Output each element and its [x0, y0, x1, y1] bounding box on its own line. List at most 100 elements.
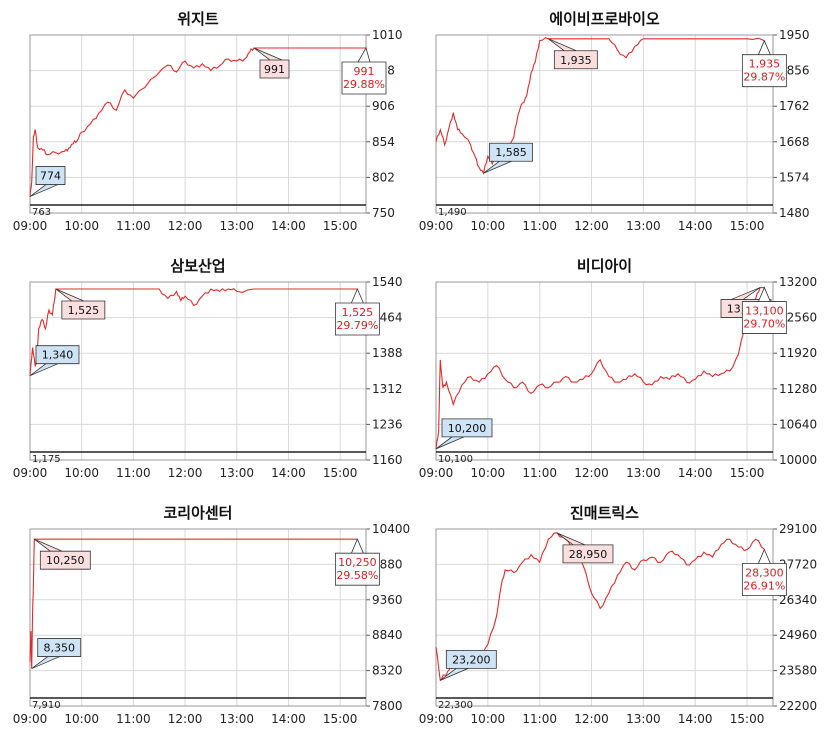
last-price-value: 1,525: [342, 306, 374, 319]
low-callout-box: [440, 649, 497, 681]
x-tick-label: 12:00: [168, 712, 203, 726]
x-tick-label: 14:00: [271, 219, 306, 233]
x-tick-label: 11:00: [116, 712, 151, 726]
plot-frame: [435, 528, 774, 707]
x-tick-label: 13:00: [219, 466, 254, 480]
x-tick-label: 13:00: [219, 712, 254, 726]
x-tick-label: 13:00: [626, 712, 661, 726]
price-line: [29, 288, 358, 376]
y-tick-label: 11280: [779, 382, 817, 396]
low-callout-box: [435, 418, 493, 450]
y-tick-label: 1668: [779, 135, 810, 149]
high-callout: 10,250: [34, 538, 91, 570]
last-price-change: 29.70%: [743, 318, 785, 331]
x-tick-label: 15:00: [323, 466, 358, 480]
y-tick-label: 750: [372, 206, 395, 220]
y-tick-label: 29100: [779, 522, 817, 536]
y-tick-label: 854: [372, 135, 395, 149]
y-tick-label: 10400: [372, 522, 410, 536]
high-callout-text: 991: [264, 63, 285, 76]
x-tick-label: 12:00: [168, 219, 203, 233]
y-tick-label: 906: [372, 99, 395, 113]
high-callout: 1,935: [548, 38, 598, 70]
x-tick-label: 10:00: [64, 712, 99, 726]
y-tick-label: 12560: [779, 311, 817, 325]
y-tick-label: 10000: [779, 453, 817, 467]
low-callout-text: 774: [40, 170, 61, 183]
x-tick-label: 14:00: [678, 219, 713, 233]
high-callout: 28,950: [556, 532, 614, 564]
last-price-value: 991: [354, 65, 375, 78]
y-tick-label: 1574: [779, 170, 810, 184]
x-tick-label: 09:00: [419, 466, 454, 480]
high-callout-box: [548, 38, 598, 70]
plot-frame: [435, 34, 774, 214]
x-tick-label: 10:00: [471, 712, 506, 726]
high-callout: 991: [253, 47, 290, 79]
y-tick-label: 22200: [779, 699, 817, 713]
y-tick-label: 1010: [372, 28, 403, 42]
x-tick-label: 15:00: [323, 219, 358, 233]
y-tick-label: 1762: [779, 99, 810, 113]
last-price-value: 13,100: [745, 305, 784, 318]
last-price-value: 10,250: [338, 556, 377, 569]
x-tick-label: 11:00: [522, 219, 557, 233]
y-tick-label: 802: [372, 170, 395, 184]
x-tick-label: 14:00: [678, 712, 713, 726]
low-callout: 1,340: [29, 345, 80, 377]
low-callout-text: 8,350: [43, 642, 75, 655]
lower-limit-label: 763: [32, 207, 51, 218]
last-price-value: 28,300: [745, 567, 784, 580]
plot-frame: [29, 34, 367, 214]
low-callout-text: 23,200: [452, 653, 491, 666]
x-tick-label: 10:00: [64, 466, 99, 480]
x-tick-label: 09:00: [13, 219, 48, 233]
x-tick-label: 11:00: [116, 219, 151, 233]
chart-title: 비디아이: [577, 257, 632, 275]
x-tick-label: 09:00: [419, 219, 454, 233]
x-tick-label: 09:00: [419, 712, 454, 726]
last-price-box: [334, 538, 380, 586]
y-tick-label: 8320: [372, 664, 403, 678]
x-tick-label: 11:00: [116, 466, 151, 480]
low-callout-box: [483, 142, 533, 174]
high-callout-text: 28,950: [569, 548, 608, 561]
last-price-value: 1,935: [749, 58, 781, 71]
chart-panel-3: 삼보산업 09:00 10:00 11:00 12:00 13:00 14:00 15:00 1…: [0, 247, 416, 494]
high-callout-text: 1,525: [68, 304, 100, 317]
y-tick-label: 27720: [779, 557, 817, 571]
x-tick-label: 11:00: [522, 466, 557, 480]
low-callout-text: 1,340: [42, 349, 74, 362]
x-tick-label: 15:00: [730, 219, 765, 233]
x-tick-label: 11:00: [522, 712, 557, 726]
chart-svg: 에이비프로바이오 09:00 10:00 11:00 12:00 13:00 14:00 15…: [419, 10, 810, 233]
x-tick-label: 09:00: [13, 712, 48, 726]
x-tick-label: 12:00: [574, 466, 609, 480]
x-tick-label: 10:00: [64, 219, 99, 233]
chart-panel-2: 에이비프로바이오 09:00 10:00 11:00 12:00 13:00 14:00 15…: [416, 0, 833, 247]
chart-svg: 코리아센터 09:00 10:00 11:00 12:00 13:00 14:00 15:00…: [13, 504, 410, 726]
x-tick-label: 12:00: [574, 712, 609, 726]
x-tick-label: 14:00: [678, 466, 713, 480]
last-price-change: 29.87%: [743, 71, 785, 84]
price-line: [29, 47, 366, 197]
last-price-box: [741, 286, 787, 334]
chart-svg: 진매트릭스 09:00 10:00 11:00 12:00 13:00 14:00 15:00…: [419, 504, 817, 726]
chart-title: 진매트릭스: [570, 504, 639, 522]
low-callout-text: 1,585: [495, 146, 527, 159]
price-line: [29, 538, 358, 669]
price-line: [435, 36, 765, 175]
lower-limit-label: 7,910: [32, 700, 61, 711]
lower-limit-label: 1,490: [438, 207, 467, 218]
x-tick-label: 13:00: [626, 219, 661, 233]
y-tick-label: 1236: [372, 417, 403, 431]
y-tick-label: 1540: [372, 275, 403, 289]
low-callout: 8,350: [31, 638, 82, 669]
x-tick-label: 14:00: [271, 712, 306, 726]
x-tick-label: 15:00: [730, 712, 765, 726]
